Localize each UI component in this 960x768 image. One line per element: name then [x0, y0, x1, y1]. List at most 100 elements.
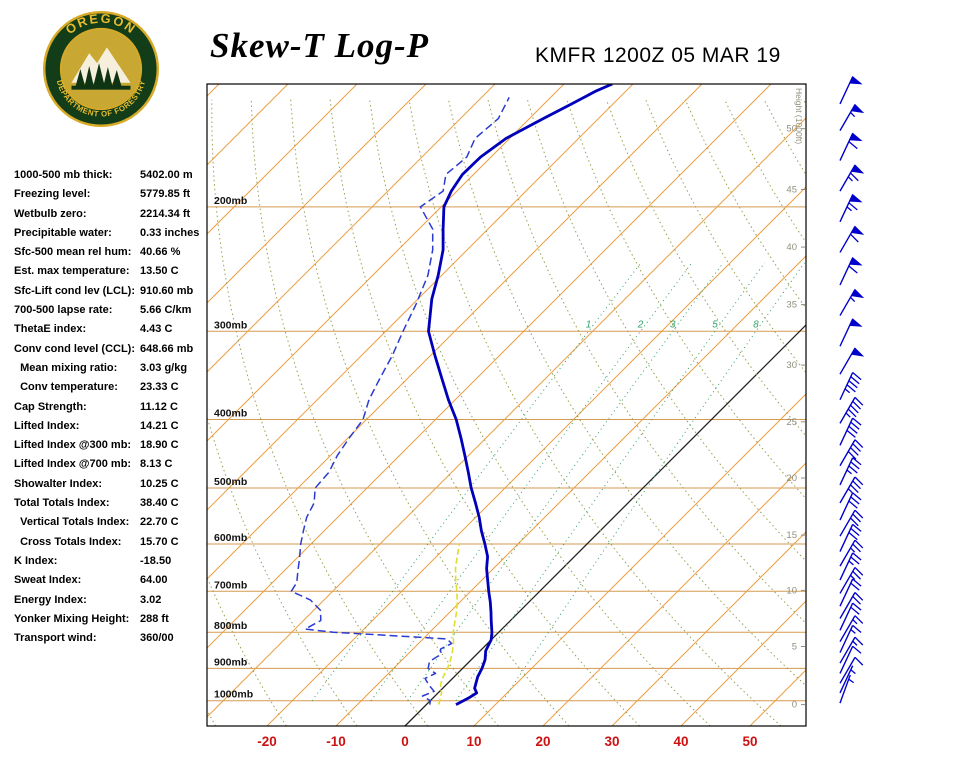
stat-row: Total Totals Index: 38.40 C [14, 494, 210, 513]
wind-barb [839, 75, 863, 105]
isotherm-line [207, 84, 703, 580]
logo-tree-icon [111, 69, 122, 87]
mixing-ratio-label: 3 [670, 319, 676, 330]
height-label: 0 [792, 700, 797, 711]
wind-barb [839, 656, 864, 684]
wind-barb [839, 592, 864, 619]
stat-row: Lifted Index @700 mb: 8.13 C [14, 455, 210, 474]
pressure-label: 200mb [214, 195, 247, 207]
stat-label: Showalter Index: [14, 477, 103, 490]
dry-adiabat-line [882, 100, 960, 726]
stat-label: Vertical Totals Index: [14, 516, 130, 529]
logo-tree-icon [102, 67, 113, 88]
stat-label: Cross Totals Index: [14, 535, 122, 548]
height-label: 5 [792, 642, 797, 653]
stat-value: 5402.00 m [140, 169, 193, 181]
isotherm-line [207, 117, 806, 718]
wind-barb [839, 615, 864, 643]
stat-row: K Index: -18.50 [14, 552, 210, 571]
stat-label: Mean mixing ratio: [14, 361, 118, 374]
height-label: 15 [786, 530, 797, 541]
stat-label: Wetbulb zero: [14, 207, 87, 220]
stat-row: Conv cond level (CCL): 648.66 mb [14, 340, 210, 359]
stat-row: Sweat Index: 64.00 [14, 571, 210, 590]
isotherm-line [207, 84, 427, 304]
stat-label: Est. max temperature: [14, 265, 130, 278]
wind-barb [839, 624, 862, 653]
stat-row: Transport wind: 360/00 [14, 629, 210, 648]
stat-label: Sfc-500 mean rel hum: [14, 246, 132, 259]
stat-label: Lifted Index @300 mb: [14, 439, 132, 452]
stat-value: 22.70 C [140, 516, 179, 529]
stat-row: Vertical Totals Index: 22.70 C [14, 513, 210, 532]
stat-row: Cap Strength: 11.12 C [14, 398, 210, 417]
stat-value: 3.03 g/kg [140, 361, 188, 374]
dry-adiabat-line [211, 99, 429, 726]
temp-axis-label: -20 [257, 734, 277, 749]
wind-barb [839, 566, 864, 594]
stat-label: Transport wind: [14, 632, 97, 645]
stat-label: Lifted Index: [14, 419, 80, 432]
stat-value: 13.50 C [140, 265, 179, 278]
wind-barb [839, 602, 862, 631]
wind-barb [839, 257, 863, 286]
wind-barb [839, 539, 864, 567]
isotherm-line [749, 669, 806, 726]
pressure-label: 300mb [214, 319, 247, 331]
stat-label: ThetaE index: [14, 323, 87, 336]
pressure-label: 1000mb [214, 689, 253, 701]
temperature-trace [427, 84, 613, 706]
stat-value: 10.25 C [140, 477, 179, 490]
isotherm-line [611, 531, 806, 726]
wind-barb [839, 347, 865, 375]
wind-barb [839, 164, 865, 192]
stat-row: Freezing level: 5779.85 ft [14, 185, 210, 204]
stat-label: 700-500 lapse rate: [14, 304, 113, 317]
stat-label: Freezing level: [14, 188, 91, 201]
mixing-ratio-line [370, 262, 693, 701]
pressure-label: 800mb [214, 620, 247, 632]
pressure-label: 400mb [214, 408, 247, 420]
wind-barb [839, 439, 864, 467]
wind-barb [839, 674, 855, 704]
dry-adiabat-line [207, 414, 358, 726]
wetbulb-trace [438, 543, 461, 705]
dry-adiabat-line [448, 99, 806, 687]
isotherm-line [207, 84, 496, 373]
stat-value: 0.33 inches [140, 226, 200, 239]
wind-barb [839, 476, 864, 504]
stat-value: 8.13 C [140, 458, 173, 471]
stats-panel: 1000-500 mb thick: 5402.00 m Freezing leve… [14, 166, 210, 648]
stat-value: 11.12 C [140, 400, 178, 413]
stat-label: Conv temperature: [14, 381, 118, 394]
stat-value: 4.43 C [140, 323, 173, 336]
wind-barb [839, 578, 862, 607]
isotherm-line [207, 84, 634, 511]
wind-barb [839, 396, 864, 424]
wind-barb [839, 457, 862, 486]
pressure-label: 600mb [214, 532, 247, 544]
stat-label: Precipitable water: [14, 226, 112, 239]
isotherm-line [207, 84, 220, 97]
wind-barb [839, 509, 864, 537]
temp-axis-label: 0 [401, 734, 409, 749]
isotherm-line [473, 393, 806, 726]
logo-inner-ring [59, 27, 143, 111]
isotherm-line [207, 84, 565, 442]
pressure-label: 700mb [214, 579, 247, 591]
stat-value: 288 ft [140, 612, 169, 625]
stat-label: 1000-500 mb thick: [14, 169, 113, 181]
odf-logo-graphic: OREGON DEPARTMENT OF FORESTRY [42, 10, 160, 128]
stat-value: 38.40 C [140, 497, 179, 510]
stat-value: 15.70 C [140, 535, 179, 548]
zero-isotherm-line [404, 324, 806, 726]
dry-adiabat-line [207, 709, 217, 726]
stat-value: 40.66 % [140, 246, 181, 259]
isotherm-line [335, 255, 806, 726]
isotherm-line [680, 600, 806, 726]
stat-label: K Index: [14, 554, 58, 567]
stat-value: 648.66 mb [140, 342, 194, 355]
dewpoint-trace [290, 97, 510, 705]
stat-label: Sfc-Lift cond lev (LCL): [14, 284, 135, 297]
